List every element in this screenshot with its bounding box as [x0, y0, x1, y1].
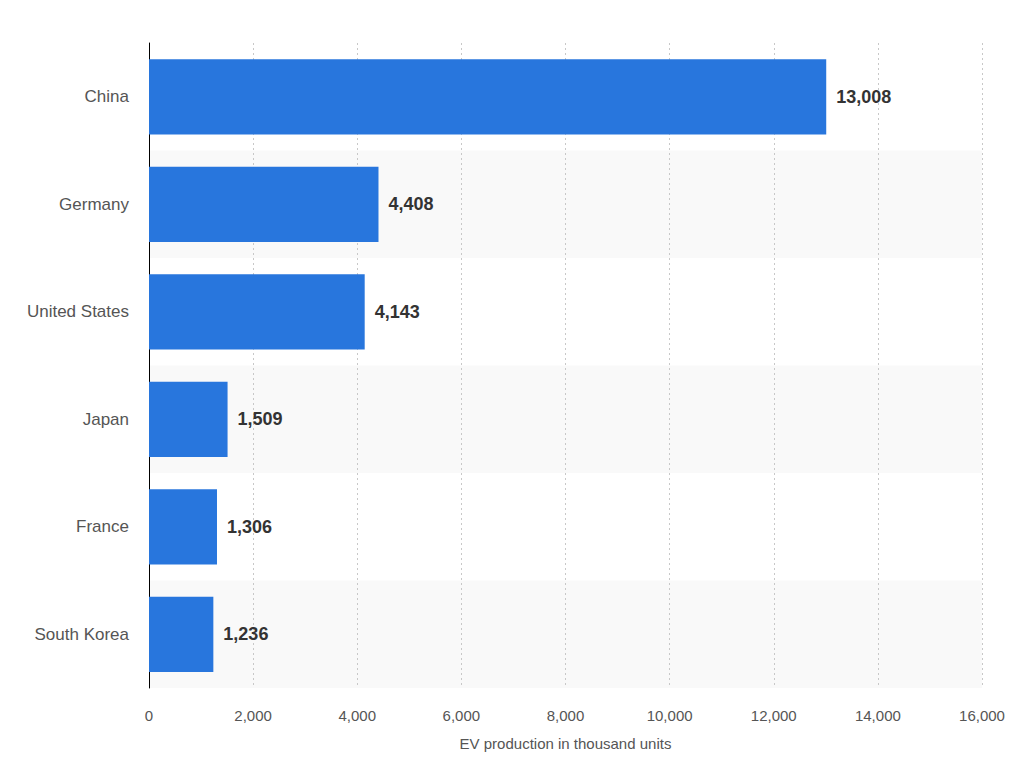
svg-text:4,408: 4,408: [388, 194, 433, 214]
svg-text:12,000: 12,000: [751, 707, 797, 724]
svg-text:South Korea: South Korea: [34, 625, 129, 644]
svg-text:16,000: 16,000: [959, 707, 1005, 724]
svg-text:1,509: 1,509: [238, 409, 283, 429]
svg-text:0: 0: [145, 707, 153, 724]
svg-text:6,000: 6,000: [443, 707, 481, 724]
svg-text:14,000: 14,000: [855, 707, 901, 724]
svg-text:13,008: 13,008: [836, 87, 891, 107]
svg-text:Japan: Japan: [83, 410, 129, 429]
svg-text:United States: United States: [27, 302, 129, 321]
svg-text:10,000: 10,000: [647, 707, 693, 724]
svg-text:4,143: 4,143: [375, 302, 420, 322]
svg-text:8,000: 8,000: [547, 707, 585, 724]
svg-text:France: France: [76, 517, 129, 536]
svg-text:Germany: Germany: [59, 195, 129, 214]
svg-text:1,236: 1,236: [223, 624, 268, 644]
svg-text:4,000: 4,000: [338, 707, 376, 724]
svg-text:1,306: 1,306: [227, 517, 272, 537]
svg-text:China: China: [85, 87, 130, 106]
svg-text:EV production in thousand unit: EV production in thousand units: [460, 735, 672, 752]
svg-text:2,000: 2,000: [234, 707, 272, 724]
